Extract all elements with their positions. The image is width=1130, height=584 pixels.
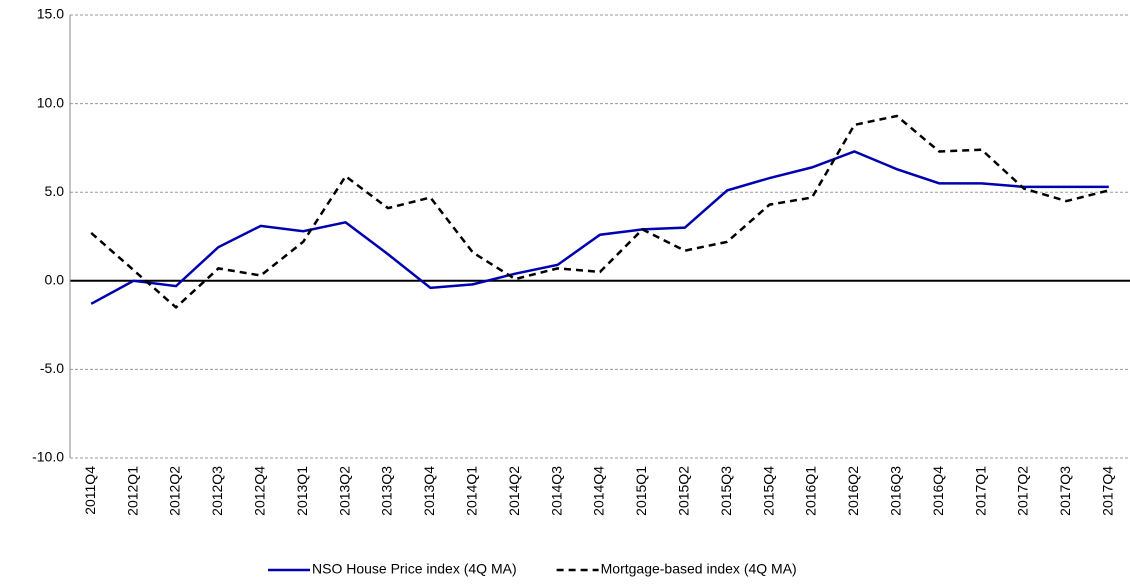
series-line [90,114,1110,310]
legend-label: NSO House Price index (4Q MA) [312,561,517,577]
y-tick-label: 0.0 [45,272,65,288]
x-tick-label: 2012Q2 [167,466,183,516]
y-tick-label: 15.0 [37,6,64,22]
x-tick-label: 2012Q3 [209,466,225,516]
x-tick-label: 2016Q2 [845,466,861,516]
x-tick-label: 2014Q1 [464,466,480,516]
x-tick-label: 2017Q1 [972,466,988,516]
x-tick-label: 2017Q4 [1100,466,1116,516]
legend-label: Mortgage-based index (4Q MA) [601,561,797,577]
y-tick-label: 5.0 [45,183,65,199]
x-tick-label: 2013Q4 [421,466,437,516]
series-line [90,150,1109,305]
x-tick-label: 2016Q4 [930,466,946,516]
x-tick-label: 2012Q1 [124,466,140,516]
y-tick-label: -10.0 [32,449,64,465]
x-tick-label: 2014Q3 [548,466,564,516]
x-tick-label: 2014Q2 [506,466,522,516]
x-tick-label: 2013Q1 [294,466,310,516]
x-tick-label: 2017Q3 [1057,466,1073,516]
x-tick-label: 2015Q1 [633,466,649,516]
x-tick-label: 2016Q1 [803,466,819,516]
x-tick-label: 2017Q2 [1015,466,1031,516]
x-tick-label: 2015Q3 [718,466,734,516]
x-tick-label: 2013Q2 [336,466,352,516]
x-tick-label: 2015Q4 [760,466,776,516]
x-tick-label: 2012Q4 [252,466,268,516]
x-tick-label: 2013Q3 [379,466,395,516]
x-tick-label: 2015Q2 [676,466,692,516]
y-tick-label: -5.0 [40,360,64,376]
y-tick-label: 10.0 [37,94,64,110]
x-tick-label: 2014Q4 [591,466,607,516]
x-tick-label: 2016Q3 [888,466,904,516]
x-tick-label: 2011Q4 [82,466,98,515]
